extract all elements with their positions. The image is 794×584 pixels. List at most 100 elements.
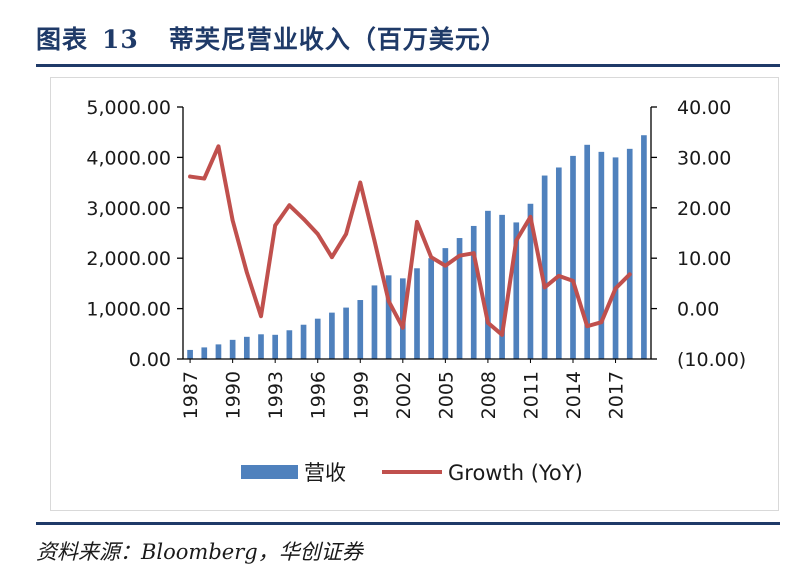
growth-point bbox=[315, 232, 320, 236]
right-y-tick-label: (10.00) bbox=[677, 349, 746, 371]
growth-point bbox=[202, 176, 207, 181]
figure-label: 图表 bbox=[36, 25, 89, 54]
revenue-bar bbox=[626, 148, 633, 359]
x-tick-label: 1996 bbox=[308, 371, 330, 419]
source-divider bbox=[36, 522, 780, 525]
revenue-bar bbox=[612, 157, 619, 359]
left-y-tick-label: 0.00 bbox=[129, 349, 171, 371]
right-y-tick-label: 0.00 bbox=[677, 299, 719, 321]
revenue-bar bbox=[329, 312, 335, 359]
figure-number: 13 bbox=[102, 25, 139, 54]
x-tick-label: 2017 bbox=[606, 371, 628, 419]
left-y-tick-label: 4,000.00 bbox=[86, 147, 171, 169]
growth-point bbox=[287, 203, 292, 208]
revenue-bar bbox=[584, 144, 591, 359]
growth-point bbox=[415, 220, 419, 224]
revenue-bar bbox=[527, 203, 534, 359]
revenue-bar bbox=[428, 258, 435, 359]
chart-frame bbox=[50, 77, 779, 511]
growth-point bbox=[216, 144, 221, 149]
growth-point bbox=[429, 255, 433, 259]
growth-point bbox=[514, 238, 519, 243]
left-y-tick-label: 1,000.00 bbox=[86, 299, 171, 321]
revenue-bar bbox=[513, 222, 520, 359]
title-divider bbox=[36, 64, 780, 67]
growth-point bbox=[401, 325, 405, 330]
growth-point bbox=[471, 251, 476, 255]
revenue-bar bbox=[442, 248, 449, 359]
growth-point bbox=[613, 286, 618, 291]
x-tick-label: 1993 bbox=[265, 371, 287, 419]
revenue-bar bbox=[187, 349, 193, 359]
growth-point bbox=[443, 263, 448, 268]
revenue-bar bbox=[243, 336, 250, 359]
revenue-bar bbox=[499, 214, 505, 359]
revenue-bar bbox=[385, 275, 392, 359]
revenue-bar bbox=[272, 334, 279, 359]
revenue-bar bbox=[300, 324, 307, 359]
revenue-bar bbox=[371, 285, 378, 359]
x-tick-label: 2011 bbox=[520, 371, 542, 419]
right-y-tick-label: 40.00 bbox=[677, 97, 731, 119]
growth-point bbox=[372, 238, 377, 243]
revenue-bar bbox=[414, 268, 420, 359]
growth-point bbox=[358, 180, 363, 185]
revenue-bar bbox=[343, 307, 349, 359]
growth-point bbox=[273, 223, 277, 228]
growth-point bbox=[457, 253, 462, 258]
revenue-bar bbox=[286, 330, 293, 359]
growth-point bbox=[500, 333, 504, 337]
right-y-tick-label: 20.00 bbox=[677, 198, 731, 220]
source-note: 资料来源：Bloomberg，华创证券 bbox=[36, 540, 363, 564]
growth-point bbox=[259, 314, 263, 318]
revenue-bar bbox=[357, 300, 364, 359]
left-y-tick-label: 5,000.00 bbox=[86, 97, 171, 119]
revenue-bar bbox=[470, 225, 477, 359]
revenue-bar bbox=[570, 155, 576, 359]
revenue-bar bbox=[215, 344, 222, 359]
growth-point bbox=[542, 285, 547, 290]
revenue-bar bbox=[555, 167, 562, 359]
legend-revenue-swatch bbox=[241, 465, 298, 479]
growth-point bbox=[599, 320, 604, 325]
x-tick-label: 1990 bbox=[223, 371, 245, 419]
x-tick-label: 2005 bbox=[435, 371, 457, 419]
x-tick-label: 1987 bbox=[180, 371, 202, 419]
revenue-bar bbox=[485, 210, 491, 359]
left-y-tick-label: 2,000.00 bbox=[86, 248, 171, 270]
right-y-tick-label: 10.00 bbox=[677, 248, 731, 270]
figure-title: 图表 13 蒂芙尼营业收入（百万美元） bbox=[36, 20, 507, 56]
left-y-tick-label: 3,000.00 bbox=[86, 198, 171, 220]
revenue-bar bbox=[201, 347, 208, 359]
figure-title-text: 蒂芙尼营业收入（百万美元） bbox=[168, 25, 507, 54]
growth-point bbox=[528, 215, 533, 219]
x-tick-label: 2014 bbox=[563, 371, 585, 419]
revenue-bar bbox=[229, 339, 236, 359]
growth-point bbox=[245, 270, 249, 275]
growth-line bbox=[188, 144, 632, 337]
growth-point bbox=[344, 232, 348, 236]
x-tick-label: 2002 bbox=[393, 371, 415, 419]
growth-point bbox=[585, 324, 589, 329]
revenue-bar bbox=[314, 318, 321, 359]
growth-point bbox=[557, 274, 561, 278]
legend-growth-label: Growth (YoY) bbox=[448, 461, 583, 485]
growth-point bbox=[627, 272, 632, 277]
growth-point bbox=[330, 255, 334, 259]
revenue-bar bbox=[598, 151, 605, 359]
growth-point bbox=[301, 217, 306, 221]
growth-point bbox=[230, 218, 235, 223]
growth-point bbox=[571, 279, 575, 283]
growth-point bbox=[188, 174, 192, 179]
revenue-bar bbox=[641, 135, 647, 359]
legend-revenue-label: 营收 bbox=[304, 461, 346, 485]
x-tick-label: 1999 bbox=[350, 371, 372, 419]
revenue-bar bbox=[541, 175, 548, 359]
x-tick-label: 2008 bbox=[478, 371, 500, 419]
right-y-tick-label: 30.00 bbox=[677, 147, 731, 169]
revenue-bar bbox=[258, 334, 264, 359]
revenue-bar bbox=[456, 238, 463, 359]
growth-point bbox=[386, 299, 391, 303]
growth-point bbox=[486, 320, 490, 325]
